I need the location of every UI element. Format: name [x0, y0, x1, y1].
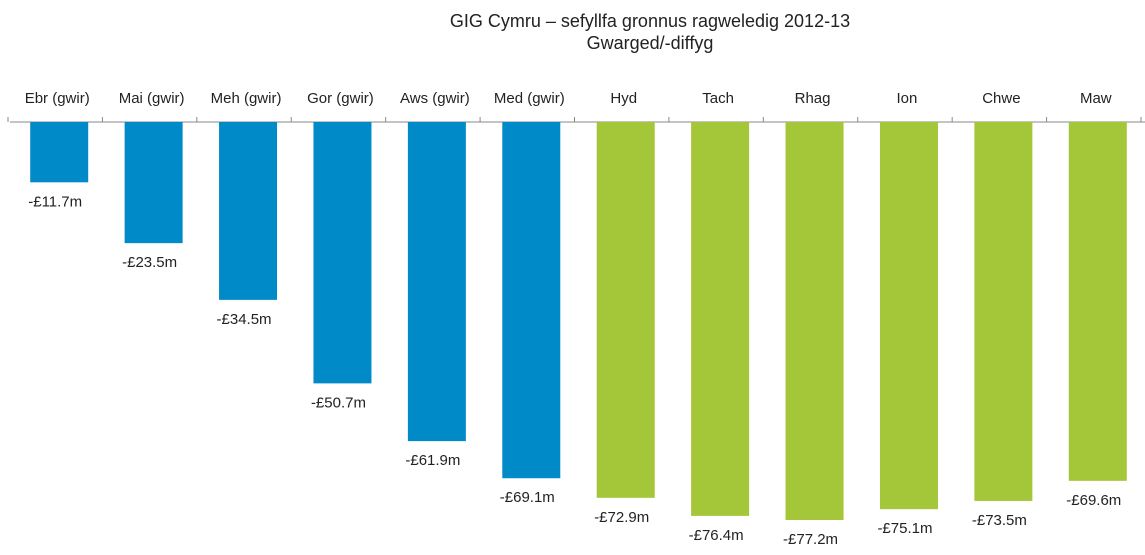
- bar: [1068, 122, 1127, 481]
- chart-subtitle: Gwarged/-diffyg: [587, 33, 714, 53]
- value-label: -£75.1m: [877, 520, 932, 537]
- x-tick-label: Tach: [702, 90, 734, 107]
- x-tick-label: Meh (gwir): [211, 90, 282, 107]
- bar: [124, 122, 183, 244]
- x-tick-label: Maw: [1080, 90, 1112, 107]
- x-tick-label: Gor (gwir): [307, 90, 374, 107]
- x-tick-label: Rhag: [795, 90, 831, 107]
- x-tick-label: Aws (gwir): [400, 90, 470, 107]
- chart-title: GIG Cymru – sefyllfa gronnus ragweledig …: [450, 11, 850, 31]
- x-tick-label: Hyd: [610, 90, 637, 107]
- value-label: -£50.7m: [311, 394, 366, 411]
- value-label: -£69.1m: [500, 489, 555, 506]
- bar: [596, 122, 655, 498]
- bar: [313, 122, 372, 384]
- x-tick-label: Ebr (gwir): [25, 90, 90, 107]
- bar: [691, 122, 750, 516]
- value-label: -£11.7m: [28, 193, 82, 210]
- bar: [219, 122, 278, 300]
- value-label: -£69.6m: [1066, 492, 1121, 509]
- bar: [30, 122, 89, 183]
- value-label: -£72.9m: [594, 509, 649, 526]
- value-label: -£73.5m: [972, 512, 1027, 529]
- x-tick-label: Mai (gwir): [119, 90, 185, 107]
- value-label: -£61.9m: [405, 452, 460, 469]
- x-tick-label: Chwe: [982, 90, 1020, 107]
- value-label: -£76.4m: [689, 527, 744, 544]
- value-label: -£34.5m: [217, 311, 272, 328]
- bar: [407, 122, 466, 442]
- value-label: -£77.2m: [783, 531, 838, 548]
- bar: [879, 122, 938, 510]
- value-label: -£23.5m: [122, 254, 177, 271]
- x-tick-label: Ion: [897, 90, 918, 107]
- bar: [785, 122, 844, 520]
- bar: [502, 122, 561, 479]
- bar: [974, 122, 1033, 501]
- x-tick-label: Med (gwir): [494, 90, 565, 107]
